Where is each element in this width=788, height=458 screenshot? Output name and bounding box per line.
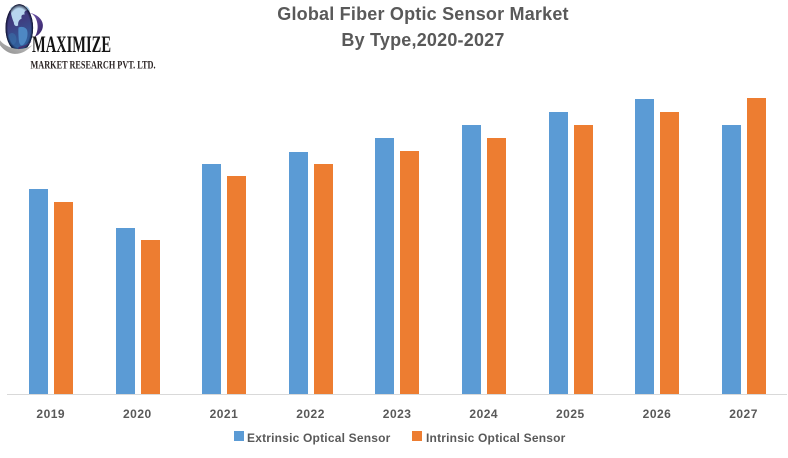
svg-text:MAXIMIZE: MAXIMIZE bbox=[32, 32, 111, 57]
svg-text:MARKET RESEARCH PVT. LTD.: MARKET RESEARCH PVT. LTD. bbox=[31, 58, 156, 72]
